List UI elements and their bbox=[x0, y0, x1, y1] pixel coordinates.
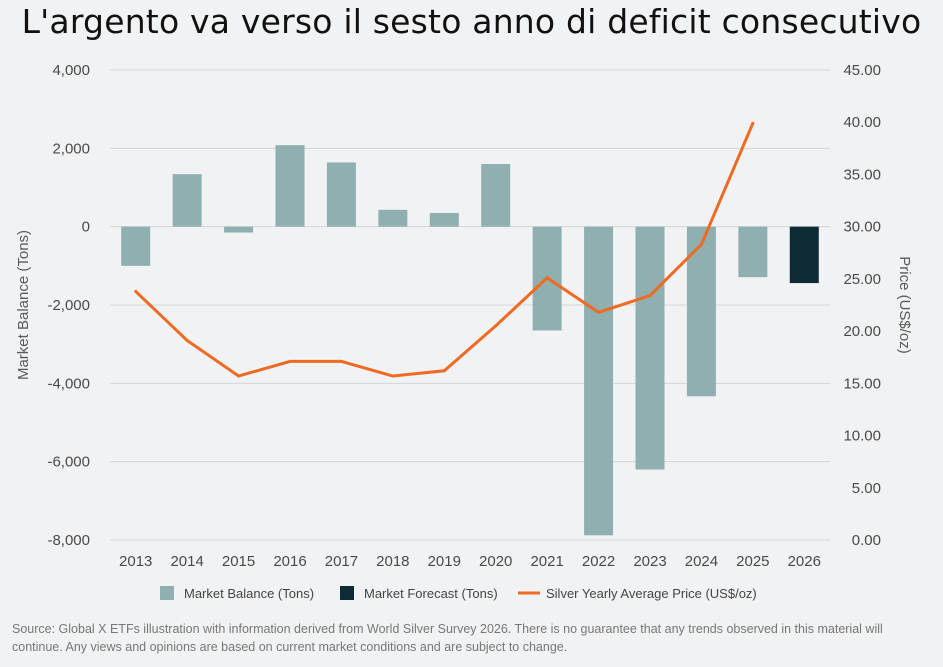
x-tick-label: 2022 bbox=[582, 553, 615, 570]
bar-2013 bbox=[121, 226, 151, 266]
price-point-2015 bbox=[237, 374, 241, 378]
bar-2023 bbox=[635, 226, 665, 470]
bar-2018 bbox=[378, 209, 408, 227]
source-note: Source: Global X ETFs illustration with … bbox=[12, 622, 883, 654]
price-point-2019 bbox=[442, 369, 446, 373]
price-point-2023 bbox=[648, 294, 652, 298]
right-tick-label: 0.00 bbox=[852, 532, 881, 549]
x-tick-label: 2019 bbox=[428, 553, 461, 570]
right-tick-label: 40.00 bbox=[843, 114, 881, 131]
bar-2017 bbox=[326, 162, 356, 227]
x-tick-label: 2023 bbox=[633, 553, 666, 570]
price-point-2018 bbox=[391, 374, 395, 378]
x-axis: 2013 2014 2015 2016 2017 2018 2019 2020 2021 2022… bbox=[119, 553, 821, 570]
legend-item: Market Forecast (Tons) bbox=[340, 586, 498, 601]
bar-2015 bbox=[224, 226, 254, 233]
legend-item: Market Balance (Tons) bbox=[160, 586, 314, 601]
x-tick-label: 2017 bbox=[325, 553, 358, 570]
left-tick-label: 2,000 bbox=[52, 140, 90, 157]
x-tick-label: 2016 bbox=[273, 553, 306, 570]
chart-title: L'argento va verso il sesto anno di defi… bbox=[21, 2, 922, 41]
x-tick-label: 2015 bbox=[222, 553, 255, 570]
left-tick-label: -6,000 bbox=[47, 454, 90, 471]
right-tick-label: 15.00 bbox=[843, 375, 881, 392]
bar-2020 bbox=[481, 164, 511, 227]
price-line bbox=[134, 121, 755, 378]
bar-2024 bbox=[686, 226, 716, 397]
legend-item: Silver Yearly Average Price (US$/oz) bbox=[518, 586, 757, 601]
bar-2016 bbox=[275, 145, 305, 227]
bar-2022 bbox=[584, 226, 614, 536]
x-tick-label: 2026 bbox=[788, 553, 821, 570]
bar-2025 bbox=[738, 226, 768, 278]
price-point-2020 bbox=[494, 324, 498, 328]
left-axis: 4,000 2,000 0 -2,000 -4,000 -6,000 -8,000 bbox=[47, 62, 90, 549]
right-tick-label: 45.00 bbox=[843, 62, 881, 79]
bar-2014 bbox=[172, 174, 202, 227]
left-tick-label: 0 bbox=[82, 219, 90, 236]
right-tick-label: 10.00 bbox=[843, 428, 881, 445]
x-tick-label: 2018 bbox=[376, 553, 409, 570]
x-tick-label: 2013 bbox=[119, 553, 152, 570]
gridlines bbox=[110, 69, 830, 541]
combo-chart: 4,000 2,000 0 -2,000 -4,000 -6,000 -8,000 45.0… bbox=[15, 62, 913, 601]
left-tick-label: 4,000 bbox=[52, 62, 90, 79]
right-tick-label: 30.00 bbox=[843, 219, 881, 236]
legend-swatch bbox=[160, 586, 174, 600]
legend-swatch bbox=[340, 586, 354, 600]
x-tick-label: 2025 bbox=[736, 553, 769, 570]
bars bbox=[121, 145, 819, 536]
price-point-2017 bbox=[339, 359, 343, 363]
right-tick-label: 35.00 bbox=[843, 166, 881, 183]
legend-label: Silver Yearly Average Price (US$/oz) bbox=[546, 586, 757, 601]
price-point-2016 bbox=[288, 359, 292, 363]
x-tick-label: 2024 bbox=[685, 553, 718, 570]
left-axis-title: Market Balance (Tons) bbox=[15, 230, 32, 380]
right-axis: 45.00 40.00 35.00 30.00 25.00 20.00 15.00 10.00… bbox=[843, 62, 881, 549]
left-tick-label: -2,000 bbox=[47, 297, 90, 314]
bar-2019 bbox=[429, 212, 459, 227]
price-point-2025 bbox=[751, 121, 755, 125]
price-point-2024 bbox=[699, 242, 703, 246]
price-point-2022 bbox=[597, 310, 601, 314]
bar-2026 bbox=[789, 226, 819, 284]
price-point-2021 bbox=[545, 276, 549, 280]
right-axis-title: Price (US$/oz) bbox=[896, 256, 913, 354]
price-point-2014 bbox=[185, 339, 189, 343]
price-point-2013 bbox=[134, 289, 138, 293]
right-tick-label: 25.00 bbox=[843, 271, 881, 288]
left-tick-label: -4,000 bbox=[47, 375, 90, 392]
x-tick-label: 2021 bbox=[530, 553, 563, 570]
x-tick-label: 2020 bbox=[479, 553, 512, 570]
x-tick-label: 2014 bbox=[170, 553, 203, 570]
right-tick-label: 20.00 bbox=[843, 323, 881, 340]
left-tick-label: -8,000 bbox=[47, 532, 90, 549]
legend-label: Market Balance (Tons) bbox=[184, 586, 314, 601]
legend: Market Balance (Tons) Market Forecast (To… bbox=[160, 586, 757, 601]
legend-label: Market Forecast (Tons) bbox=[364, 586, 498, 601]
right-tick-label: 5.00 bbox=[852, 480, 881, 497]
